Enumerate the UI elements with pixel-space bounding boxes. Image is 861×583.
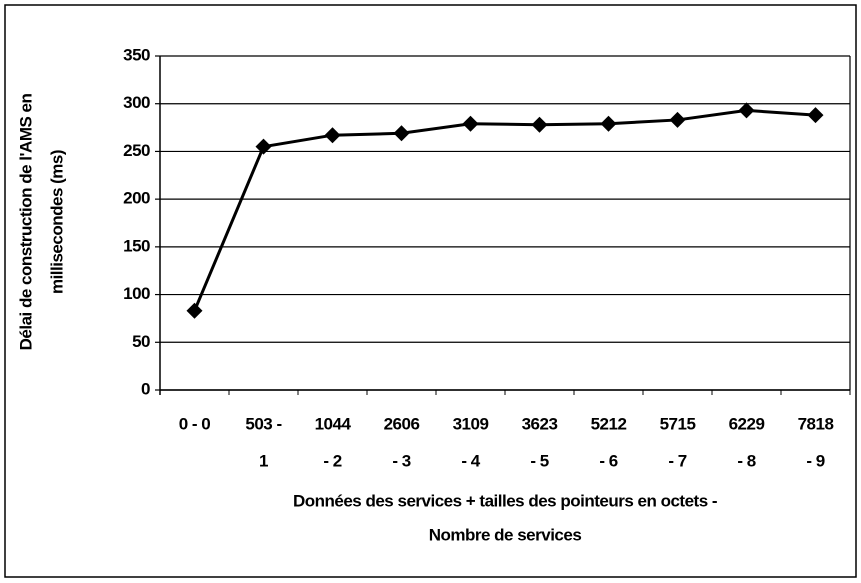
y-axis-label: millisecondes (ms): [47, 150, 66, 294]
x-tick-label: - 3: [392, 451, 410, 470]
frame: [4, 4, 857, 578]
y-tick-label: 0: [141, 379, 150, 398]
x-tick-label: - 9: [806, 451, 824, 470]
y-axis-label: Délai de construction de l'AMS en millise…: [16, 94, 66, 351]
x-tick-label: 3623: [522, 414, 558, 433]
y-tick-label: 200: [123, 189, 150, 208]
x-tick-label: - 8: [737, 451, 755, 470]
x-tick-label: 2606: [384, 414, 420, 433]
x-tick-label: 5212: [591, 414, 627, 433]
x-tick-label: 503 -: [245, 414, 281, 433]
marker: [393, 125, 410, 142]
y-tick-label: 300: [123, 93, 150, 112]
x-axis-label: Nombre de services: [429, 525, 582, 544]
x-tick-label: - 6: [599, 451, 617, 470]
x-tick-label: - 2: [323, 451, 341, 470]
marker: [738, 102, 755, 119]
marker: [531, 116, 548, 133]
x-tick-label: - 7: [668, 451, 686, 470]
marker: [669, 111, 686, 128]
y-tick-label: 150: [123, 236, 150, 255]
x-tick-label: 5715: [660, 414, 696, 433]
x-tick-label: 3109: [453, 414, 489, 433]
x-tick-label: 6229: [729, 414, 765, 433]
line: [193, 108, 816, 312]
x-tick-label: 7818: [798, 414, 834, 433]
y-tick-label: 50: [132, 332, 150, 351]
x-tick-label: 0 - 0: [179, 414, 211, 433]
x-tick-label: 1044: [315, 414, 352, 433]
x-tick-label: - 4: [461, 451, 480, 470]
y-axis-label: Délai de construction de l'AMS en: [16, 94, 35, 351]
marker: [807, 107, 824, 124]
y-tick-label: 250: [123, 141, 150, 160]
marker: [324, 127, 341, 144]
x-tick-label: - 5: [530, 451, 548, 470]
marker: [600, 115, 617, 132]
y-tick-label: 100: [123, 284, 150, 303]
y-tick-label: 350: [123, 45, 150, 64]
marker: [186, 302, 203, 319]
x-tick-label: 1: [259, 451, 268, 470]
marker: [255, 138, 272, 155]
x-axis-label: Données des services + tailles des point…: [293, 491, 717, 510]
marker: [462, 115, 479, 132]
